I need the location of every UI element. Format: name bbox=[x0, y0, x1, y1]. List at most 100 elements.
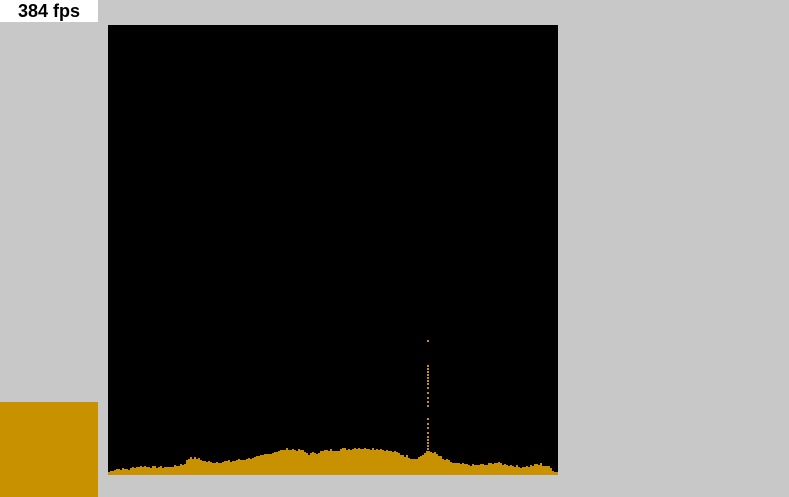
sand-column bbox=[134, 468, 136, 475]
sand-column bbox=[418, 457, 420, 475]
sand-column bbox=[158, 467, 160, 475]
sand-column bbox=[298, 449, 300, 475]
sand-column bbox=[234, 461, 236, 475]
sand-column bbox=[512, 466, 514, 475]
sand-column bbox=[428, 451, 430, 475]
falling-sand-grain bbox=[427, 365, 429, 367]
sand-column bbox=[334, 451, 336, 475]
sand-column bbox=[238, 459, 240, 475]
sand-column bbox=[164, 467, 166, 475]
sand-column bbox=[374, 450, 376, 475]
sand-column bbox=[308, 455, 310, 475]
sand-column bbox=[132, 467, 134, 475]
sand-column bbox=[300, 450, 302, 475]
sand-column bbox=[190, 457, 192, 475]
sand-column bbox=[236, 460, 238, 475]
sand-column bbox=[530, 465, 532, 475]
sand-column bbox=[232, 461, 234, 475]
sand-column bbox=[364, 448, 366, 475]
sand-column bbox=[550, 468, 552, 475]
sand-column bbox=[210, 462, 212, 475]
sand-column bbox=[156, 468, 158, 475]
sand-column bbox=[264, 454, 266, 475]
sand-column bbox=[534, 464, 536, 475]
sand-column bbox=[456, 463, 458, 475]
sand-column bbox=[544, 466, 546, 475]
sand-column bbox=[486, 465, 488, 475]
sand-column bbox=[356, 449, 358, 475]
sand-column bbox=[322, 451, 324, 475]
falling-sand-grain bbox=[427, 383, 429, 385]
falling-sand-grain bbox=[427, 436, 429, 438]
sand-column bbox=[254, 457, 256, 475]
sand-canvas[interactable] bbox=[108, 25, 558, 475]
sand-column bbox=[258, 456, 260, 475]
sand-column bbox=[128, 470, 130, 475]
sand-column bbox=[372, 448, 374, 475]
sand-column bbox=[226, 461, 228, 475]
sand-column bbox=[328, 451, 330, 475]
sand-column bbox=[498, 462, 500, 475]
sand-column bbox=[548, 466, 550, 475]
sand-column bbox=[200, 460, 202, 475]
sand-column bbox=[124, 469, 126, 475]
sand-column bbox=[244, 460, 246, 475]
sand-column bbox=[148, 467, 150, 475]
sand-column bbox=[510, 465, 512, 475]
falling-sand-grain bbox=[427, 392, 429, 394]
falling-sand-grain bbox=[427, 377, 429, 379]
sand-column bbox=[246, 459, 248, 475]
sand-column bbox=[444, 460, 446, 475]
selected-color-swatch[interactable] bbox=[0, 402, 98, 497]
sand-column bbox=[276, 452, 278, 475]
sand-column bbox=[406, 455, 408, 475]
sand-column bbox=[502, 465, 504, 475]
sand-column bbox=[180, 464, 182, 475]
sand-column bbox=[274, 452, 276, 475]
sand-column bbox=[282, 450, 284, 475]
sand-column bbox=[496, 463, 498, 475]
sand-column bbox=[296, 451, 298, 475]
sand-column bbox=[220, 463, 222, 475]
sand-column bbox=[480, 464, 482, 475]
sand-column bbox=[288, 450, 290, 475]
sand-column bbox=[188, 459, 190, 475]
sand-column bbox=[186, 460, 188, 475]
sand-column bbox=[440, 456, 442, 475]
sand-column bbox=[520, 468, 522, 475]
sand-column bbox=[384, 451, 386, 475]
sand-column bbox=[176, 466, 178, 475]
sand-column bbox=[256, 456, 258, 475]
sand-column bbox=[168, 467, 170, 475]
sand-column bbox=[430, 452, 432, 475]
sand-column bbox=[500, 463, 502, 475]
sand-column bbox=[222, 462, 224, 475]
sand-column bbox=[482, 464, 484, 475]
sand-column bbox=[316, 454, 318, 475]
falling-sand-grain bbox=[427, 432, 429, 434]
sand-column bbox=[460, 464, 462, 475]
sand-column bbox=[292, 449, 294, 475]
sand-column bbox=[408, 458, 410, 475]
sand-column bbox=[516, 465, 518, 475]
sand-column bbox=[422, 455, 424, 475]
sand-column bbox=[352, 449, 354, 475]
sand-column bbox=[154, 466, 156, 475]
sand-column bbox=[554, 472, 556, 475]
sand-column bbox=[346, 450, 348, 475]
sand-column bbox=[420, 456, 422, 475]
sand-column bbox=[204, 461, 206, 475]
sand-column bbox=[556, 472, 558, 475]
falling-sand-grain bbox=[427, 448, 429, 450]
sand-column bbox=[432, 453, 434, 475]
sand-column bbox=[212, 463, 214, 475]
sand-column bbox=[416, 459, 418, 475]
sand-column bbox=[404, 457, 406, 475]
falling-sand-grain bbox=[427, 445, 429, 447]
sand-column bbox=[446, 459, 448, 475]
sand-column bbox=[202, 461, 204, 475]
sand-column bbox=[314, 453, 316, 475]
sand-column bbox=[388, 451, 390, 475]
sand-column bbox=[160, 466, 162, 475]
sand-column bbox=[380, 449, 382, 475]
